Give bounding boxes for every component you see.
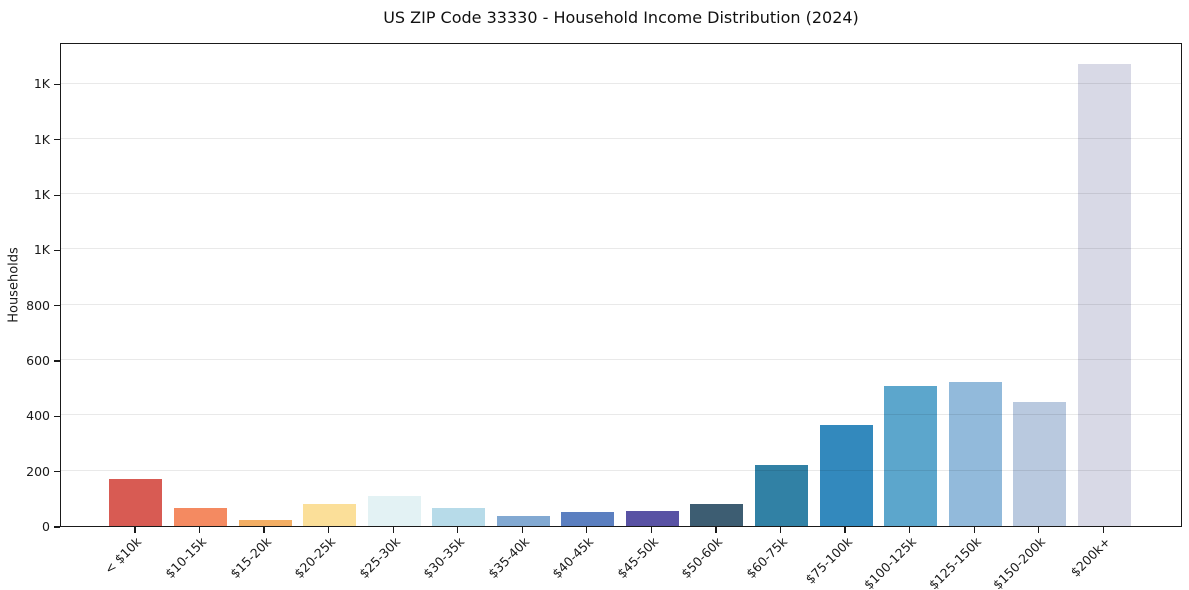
- y-tick-label: 1K: [33, 76, 50, 92]
- y-tick: [54, 471, 60, 473]
- y-tick: [54, 194, 60, 196]
- bar: [238, 519, 292, 526]
- x-tick-label: $40-45k: [549, 534, 597, 582]
- bar: [819, 425, 873, 526]
- bar: [1013, 401, 1067, 526]
- x-tick: [521, 527, 523, 533]
- chart-title: US ZIP Code 33330 - Household Income Dis…: [383, 8, 859, 27]
- gridline: [61, 248, 1181, 250]
- x-tick: [779, 527, 782, 533]
- gridline: [61, 359, 1181, 361]
- x-tick: [844, 527, 846, 533]
- x-tick-label: $30-35k: [420, 534, 468, 582]
- y-tick: [54, 360, 60, 362]
- y-tick-label: 800: [26, 297, 50, 313]
- bar: [367, 495, 421, 526]
- x-tick-label: $60-75k: [743, 534, 791, 582]
- y-tick: [54, 526, 60, 528]
- x-tick-label: $20-25k: [291, 534, 339, 582]
- bar: [1077, 64, 1131, 526]
- y-tick: [54, 139, 60, 141]
- bar: [948, 382, 1002, 526]
- gridline: [61, 137, 1181, 139]
- bar: [174, 508, 228, 526]
- y-tick-label: 400: [26, 408, 50, 424]
- x-tick-label: $25-30k: [355, 534, 403, 582]
- y-tick-label: 200: [26, 463, 50, 479]
- x-tick: [1038, 527, 1040, 533]
- x-tick-label: $100-125k: [860, 534, 920, 590]
- x-tick: [715, 527, 717, 533]
- y-tick-label: 1K: [33, 131, 50, 147]
- gridline: [61, 469, 1181, 471]
- y-tick-label: 600: [26, 353, 50, 369]
- x-tick-label: $200k+: [1067, 534, 1113, 580]
- y-tick: [54, 305, 60, 307]
- bar: [109, 478, 163, 526]
- gridline: [61, 303, 1181, 305]
- x-tick: [1102, 527, 1104, 533]
- x-tick-label: $35-40k: [484, 534, 532, 582]
- y-tick: [54, 83, 60, 86]
- x-tick: [198, 527, 201, 533]
- gridline: [61, 82, 1181, 84]
- x-tick: [650, 527, 652, 533]
- gridline: [61, 193, 1181, 195]
- x-tick: [457, 527, 459, 533]
- x-tick-label: $15-20k: [226, 534, 274, 582]
- x-tick: [973, 527, 975, 533]
- y-tick-label: 1K: [33, 242, 50, 258]
- bar: [690, 503, 744, 526]
- bar: [432, 508, 486, 526]
- plot-area: [60, 43, 1182, 527]
- x-tick: [328, 527, 330, 533]
- x-tick-label: $10-15k: [162, 534, 210, 582]
- x-tick-label: $45-50k: [613, 534, 661, 582]
- x-tick-label: $125-150k: [925, 534, 984, 590]
- gridline: [61, 414, 1181, 416]
- x-tick: [134, 527, 136, 533]
- bar: [754, 465, 808, 526]
- x-tick-label: < $10k: [101, 534, 145, 577]
- bar: [303, 503, 357, 526]
- y-tick-label: 0: [42, 519, 50, 534]
- y-tick-label: 1K: [33, 187, 50, 203]
- x-tick: [263, 527, 265, 533]
- y-tick: [54, 415, 60, 417]
- bar: [561, 512, 615, 526]
- bar: [625, 510, 679, 526]
- x-tick: [392, 527, 394, 533]
- x-tick-label: $50-60k: [678, 534, 726, 582]
- bar: [496, 516, 550, 526]
- x-tick: [586, 527, 588, 533]
- x-tick-label: $150-200k: [989, 534, 1049, 590]
- y-tick: [54, 249, 60, 252]
- bar: [884, 386, 938, 526]
- x-tick: [908, 527, 911, 533]
- x-tick-label: $75-100k: [801, 534, 855, 587]
